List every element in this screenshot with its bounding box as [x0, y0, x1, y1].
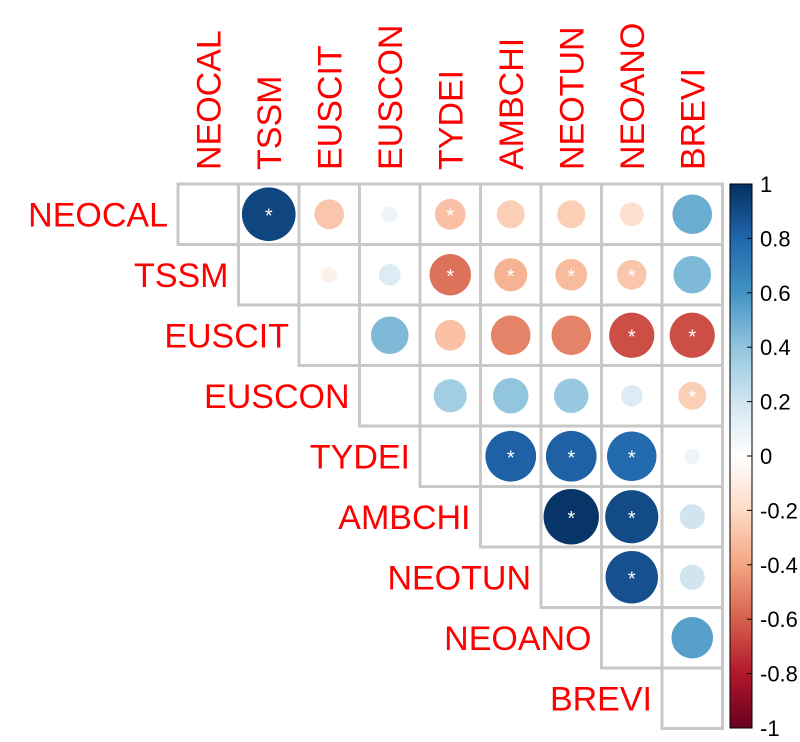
- corr-circle-tssm-tydei: [429, 253, 472, 296]
- significance-star: *: [446, 205, 454, 227]
- circle-layer: * * * * * * * * * * * * * * *: [241, 187, 715, 659]
- corr-circle-euscit-ambchi: [490, 315, 531, 356]
- col-label-euscit: EUSCIT: [311, 45, 349, 170]
- corr-circle-tydei-neotun: [545, 430, 597, 482]
- corr-circle-neocal-euscit: [314, 199, 345, 230]
- grid-cell: [600, 606, 664, 670]
- colorbar-tick-label: 0.8: [760, 226, 791, 251]
- grid-cell: [176, 182, 240, 246]
- row-label-tydei: TYDEI: [310, 438, 410, 476]
- colorbar-tick-label: 0.6: [760, 281, 791, 306]
- significance-star: *: [628, 447, 636, 469]
- corr-circle-tydei-brevi: [684, 448, 701, 465]
- colorbar-tick-label: 0.2: [760, 390, 791, 415]
- colorbar-tick-label: -1: [760, 716, 780, 741]
- significance-star: *: [567, 447, 575, 469]
- significance-star: *: [628, 266, 636, 288]
- row-label-brevi: BREVI: [550, 680, 652, 718]
- col-label-ambchi: AMBCHI: [493, 38, 531, 170]
- grid-cell: [660, 666, 724, 730]
- corr-circle-tssm-ambchi: [494, 258, 528, 292]
- row-label-neocal: NEOCAL: [28, 196, 168, 234]
- significance-star: *: [688, 326, 696, 348]
- row-label-euscon: EUSCON: [204, 378, 349, 416]
- grid-cell: [358, 364, 422, 428]
- significance-star: *: [628, 508, 636, 530]
- corr-circle-tssm-euscon: [378, 263, 401, 286]
- col-label-brevi: BREVI: [674, 68, 712, 170]
- significance-star: *: [265, 205, 273, 227]
- corr-circle-euscit-brevi: [669, 312, 715, 358]
- corr-circle-tydei-neoano: [607, 431, 657, 481]
- significance-star: *: [507, 266, 515, 288]
- colorbar-tick-label: -0.4: [760, 553, 798, 578]
- corr-circle-neocal-euscon: [381, 206, 398, 223]
- corr-circle-euscit-euscon: [370, 316, 409, 355]
- significance-star: *: [507, 447, 515, 469]
- grid-cell: [297, 303, 361, 367]
- colorbar-tick-label: -0.6: [760, 607, 798, 632]
- corr-circle-tydei-ambchi: [485, 430, 537, 482]
- corr-circle-neocal-neoano: [619, 202, 644, 227]
- corr-circle-ambchi-neoano: [605, 490, 659, 544]
- corr-circle-neotun-neoano: [605, 550, 659, 604]
- corr-circle-euscon-neoano: [620, 384, 643, 407]
- row-label-euscit: EUSCIT: [164, 317, 289, 355]
- corr-circle-neocal-neotun: [557, 200, 586, 229]
- colorbar-tick-label: -0.8: [760, 662, 798, 687]
- significance-star: *: [567, 266, 575, 288]
- corr-circle-euscit-neotun: [551, 315, 592, 356]
- significance-star: *: [628, 568, 636, 590]
- significance-star: *: [446, 266, 454, 288]
- corr-circle-euscit-neoano: [609, 312, 655, 358]
- label-layer: NEOCAL TSSM EUSCIT EUSCON TYDEI AMBCHI NEOTUN N…: [28, 23, 712, 719]
- corr-circle-euscon-neotun: [553, 378, 589, 414]
- colorbar-tick-label: 1: [760, 172, 772, 197]
- corr-circle-neocal-tydei: [434, 198, 466, 230]
- row-label-tssm: TSSM: [134, 257, 228, 295]
- corr-circle-tssm-brevi: [673, 255, 712, 294]
- corr-circle-neocal-brevi: [672, 194, 713, 235]
- corr-circle-neotun-brevi: [679, 564, 705, 590]
- significance-star: *: [688, 387, 696, 409]
- col-label-neocal: NEOCAL: [190, 30, 228, 170]
- corr-circle-ambchi-brevi: [679, 504, 705, 530]
- col-label-neoano: NEOANO: [614, 23, 652, 170]
- grid-cell: [539, 545, 603, 609]
- grid-cell: [418, 424, 482, 488]
- grid-cell: [237, 243, 301, 307]
- colorbar-tick-label: 0.4: [760, 335, 791, 360]
- grid-cell: [479, 485, 543, 549]
- corr-circle-neocal-tssm: [241, 187, 296, 242]
- corr-circle-euscit-tydei: [434, 319, 466, 351]
- corr-circle-neoano-brevi: [671, 616, 714, 659]
- significance-star: *: [628, 326, 636, 348]
- col-label-euscon: EUSCON: [372, 25, 410, 170]
- col-label-tssm: TSSM: [251, 76, 289, 170]
- corr-circle-tssm-euscit: [321, 266, 338, 283]
- col-label-tydei: TYDEI: [432, 70, 470, 170]
- row-label-ambchi: AMBCHI: [338, 499, 470, 537]
- corr-circle-euscon-brevi: [678, 381, 707, 410]
- row-label-neotun: NEOTUN: [387, 559, 531, 597]
- corr-circle-ambchi-neotun: [543, 489, 599, 545]
- col-label-neotun: NEOTUN: [553, 26, 591, 170]
- corr-circle-tssm-neotun: [555, 258, 588, 291]
- corr-circle-tssm-neoano: [616, 259, 647, 290]
- grid-layer: [176, 182, 724, 730]
- corr-circle-euscon-tydei: [433, 379, 467, 413]
- colorbar-tick-label: -0.2: [760, 498, 798, 523]
- corr-circle-euscon-ambchi: [493, 378, 529, 414]
- colorbar-tick-label: 0: [760, 444, 772, 469]
- significance-star: *: [567, 508, 575, 530]
- corr-circle-neocal-ambchi: [496, 200, 525, 229]
- colorbar: 1 0.8 0.6 0.4 0.2 0 -0.2 -0.4 -0.6 -0.8 -1: [729, 172, 798, 741]
- row-label-neoano: NEOANO: [444, 620, 591, 658]
